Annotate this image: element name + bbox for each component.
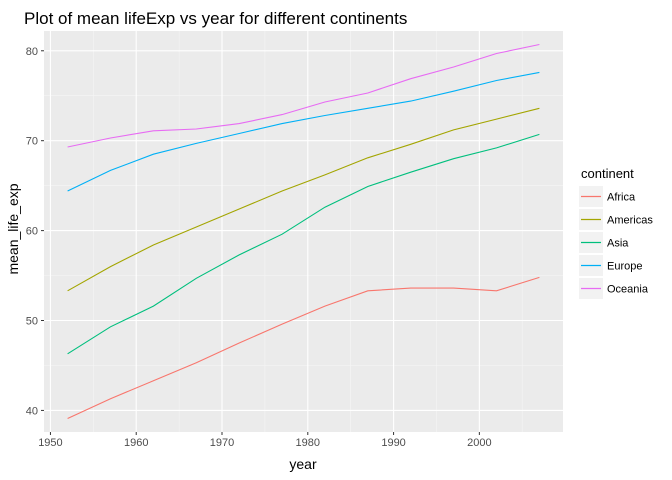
- y-tick-label: 60: [26, 226, 38, 238]
- legend-item-oceania: Oceania: [579, 278, 649, 299]
- x-tick-label: 1970: [210, 437, 234, 449]
- series-line-oceania: [67, 43, 540, 148]
- series-line-europe: [67, 71, 540, 192]
- x-tick-label: 2000: [467, 437, 491, 449]
- y-tick-label: 50: [26, 316, 38, 328]
- legend-title: continent: [581, 166, 634, 181]
- x-axis: 1950 1960 1970 1980 1990 2000: [38, 432, 492, 449]
- x-tick-label: 1960: [124, 437, 148, 449]
- y-tick-label: 40: [26, 405, 38, 417]
- legend-label: Americas: [607, 215, 653, 227]
- y-tick-label: 80: [26, 46, 38, 58]
- x-tick-label: 1980: [296, 437, 320, 449]
- y-axis-title: mean_life_exp: [5, 183, 21, 274]
- legend-item-asia: Asia: [579, 232, 629, 253]
- series-line-africa: [67, 276, 540, 419]
- grid-minor: [44, 31, 563, 432]
- legend-label: Oceania: [607, 284, 649, 296]
- x-tick-label: 1990: [381, 437, 405, 449]
- legend-item-americas: Americas: [579, 209, 653, 230]
- plot-panel: [44, 31, 563, 432]
- legend-label: Africa: [607, 192, 636, 204]
- legend-label: Europe: [607, 261, 642, 273]
- y-tick-label: 70: [26, 136, 38, 148]
- series-line-asia: [67, 133, 540, 355]
- x-tick-label: 1950: [38, 437, 62, 449]
- legend-item-africa: Africa: [579, 186, 636, 207]
- series-line-americas: [67, 107, 540, 292]
- y-axis: 40 50 60 70 80: [26, 46, 44, 417]
- legend-item-europe: Europe: [579, 255, 642, 276]
- x-axis-title: year: [289, 456, 317, 472]
- legend: continent Africa Americas Asia Europe Oceani…: [579, 166, 653, 299]
- series-lines: [67, 43, 540, 419]
- grid-major: [44, 31, 563, 432]
- legend-label: Asia: [607, 238, 629, 250]
- chart-title: Plot of mean lifeExp vs year for differe…: [24, 9, 407, 28]
